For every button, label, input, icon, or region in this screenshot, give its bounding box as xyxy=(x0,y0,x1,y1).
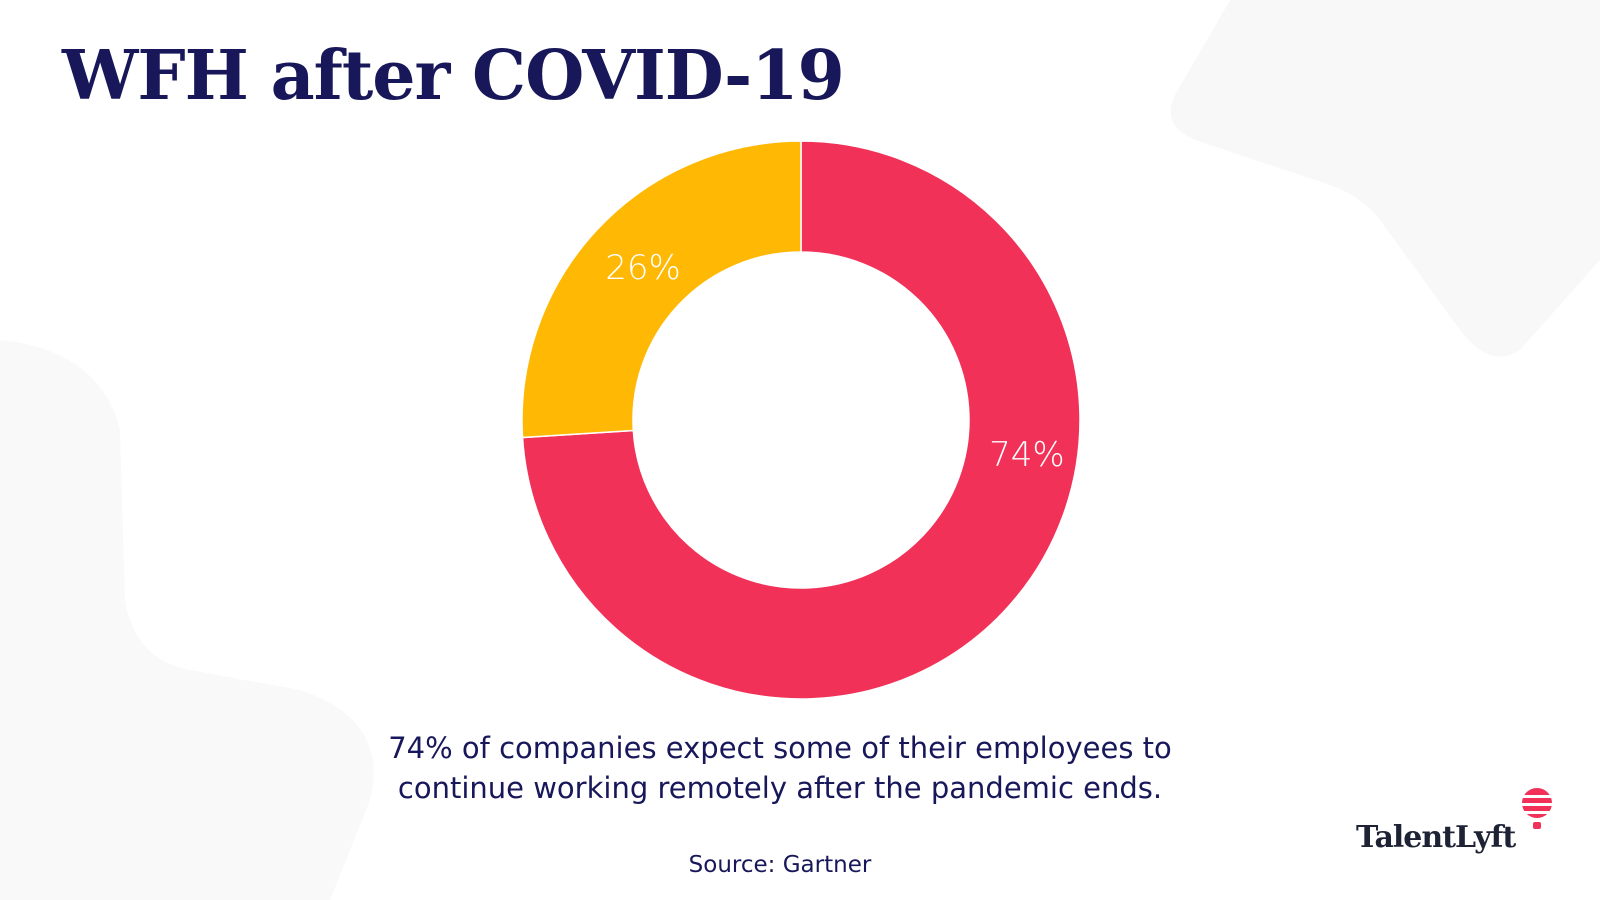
data-label-0: 74% xyxy=(989,435,1065,475)
donut-slice-0 xyxy=(521,140,1081,700)
source-note: Source: Gartner xyxy=(688,852,872,878)
caption-line-1: 74% of companies expect some of their em… xyxy=(388,731,1172,765)
hot-air-balloon-icon xyxy=(1522,788,1552,829)
donut-slice-1 xyxy=(521,140,802,439)
logo-text: TalentLyft xyxy=(1356,820,1516,855)
caption-line-2: continue working remotely after the pand… xyxy=(397,771,1163,805)
data-label-1: 26% xyxy=(605,248,681,288)
caption: 74% of companies expect some of their em… xyxy=(0,728,1560,808)
page-title: WFH after COVID-19 xyxy=(62,36,845,116)
